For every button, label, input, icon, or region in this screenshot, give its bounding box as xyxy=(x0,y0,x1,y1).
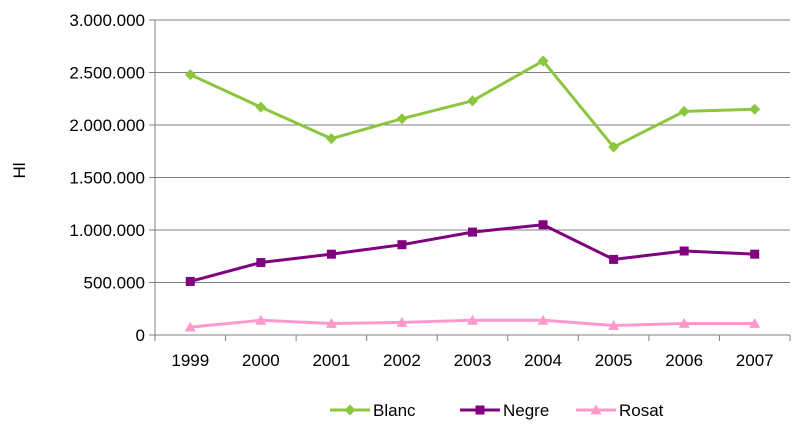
data-point-negre xyxy=(468,227,477,237)
y-tick-label: 3.000.000 xyxy=(69,11,145,30)
legend-item-rosat: Rosat xyxy=(576,401,664,420)
legend-item-blanc: Blanc xyxy=(330,401,416,420)
x-tick-label: 2004 xyxy=(524,351,562,370)
data-point-blanc xyxy=(678,105,690,117)
data-point-negre xyxy=(538,220,548,230)
data-point-negre xyxy=(397,240,407,250)
y-tick-labels: 0 500.000 1.000.000 1.500.000 2.000.000 2.500… xyxy=(69,11,145,345)
data-point-rosat xyxy=(325,317,337,328)
axes xyxy=(149,19,791,341)
legend-label: Rosat xyxy=(619,401,664,420)
data-point-blanc xyxy=(325,133,337,145)
gridlines xyxy=(155,19,790,283)
y-tick-label: 2.500.000 xyxy=(69,64,145,83)
x-tick-label: 2002 xyxy=(383,351,421,370)
x-tick-label: 2001 xyxy=(312,351,350,370)
data-point-rosat xyxy=(396,316,408,327)
data-point-negre xyxy=(679,246,689,256)
x-tick-label: 1999 xyxy=(171,351,209,370)
legend-label: Blanc xyxy=(373,401,416,420)
data-point-blanc xyxy=(537,55,549,67)
data-point-blanc xyxy=(749,103,761,115)
legend-marker xyxy=(590,404,602,415)
data-point-negre xyxy=(256,258,266,268)
y-axis-label: Hl xyxy=(10,162,29,178)
y-tick-label: 1.000.000 xyxy=(69,221,145,240)
legend-item-negre: Negre xyxy=(460,401,549,420)
data-point-blanc xyxy=(184,69,196,81)
y-tick-label: 0 xyxy=(136,326,145,345)
x-tick-label: 2006 xyxy=(665,351,703,370)
x-tick-label: 2007 xyxy=(736,351,774,370)
data-point-rosat xyxy=(537,314,549,325)
y-tick-label: 500.000 xyxy=(84,274,145,293)
data-point-rosat xyxy=(255,314,267,325)
legend-marker xyxy=(344,404,356,416)
series-negre xyxy=(185,220,760,286)
data-point-rosat xyxy=(608,320,620,330)
series xyxy=(184,55,761,332)
data-point-rosat xyxy=(467,314,478,325)
data-point-negre xyxy=(185,276,195,286)
y-tick-label: 2.000.000 xyxy=(69,116,145,135)
data-point-negre xyxy=(750,249,760,259)
legend-marker xyxy=(475,405,485,415)
data-point-blanc xyxy=(255,101,267,113)
data-point-blanc xyxy=(608,141,620,153)
series-blanc xyxy=(184,55,761,153)
data-point-rosat xyxy=(184,321,196,332)
x-tick-labels: 1999 2000 2001 2002 2003 2004 2005 2006 2007 xyxy=(171,351,773,370)
legend-label: Negre xyxy=(503,401,549,420)
x-tick-label: 2003 xyxy=(454,351,492,370)
data-point-rosat xyxy=(749,317,761,328)
x-tick-label: 2005 xyxy=(595,351,633,370)
data-point-rosat xyxy=(678,317,690,328)
data-point-negre xyxy=(326,249,336,259)
data-point-blanc xyxy=(396,113,408,125)
x-tick-label: 2000 xyxy=(242,351,280,370)
series-rosat xyxy=(184,314,761,332)
data-point-negre xyxy=(609,254,619,264)
data-point-blanc xyxy=(467,95,478,107)
legend: Blanc Negre Rosat xyxy=(330,401,664,420)
y-tick-label: 1.500.000 xyxy=(69,169,145,188)
